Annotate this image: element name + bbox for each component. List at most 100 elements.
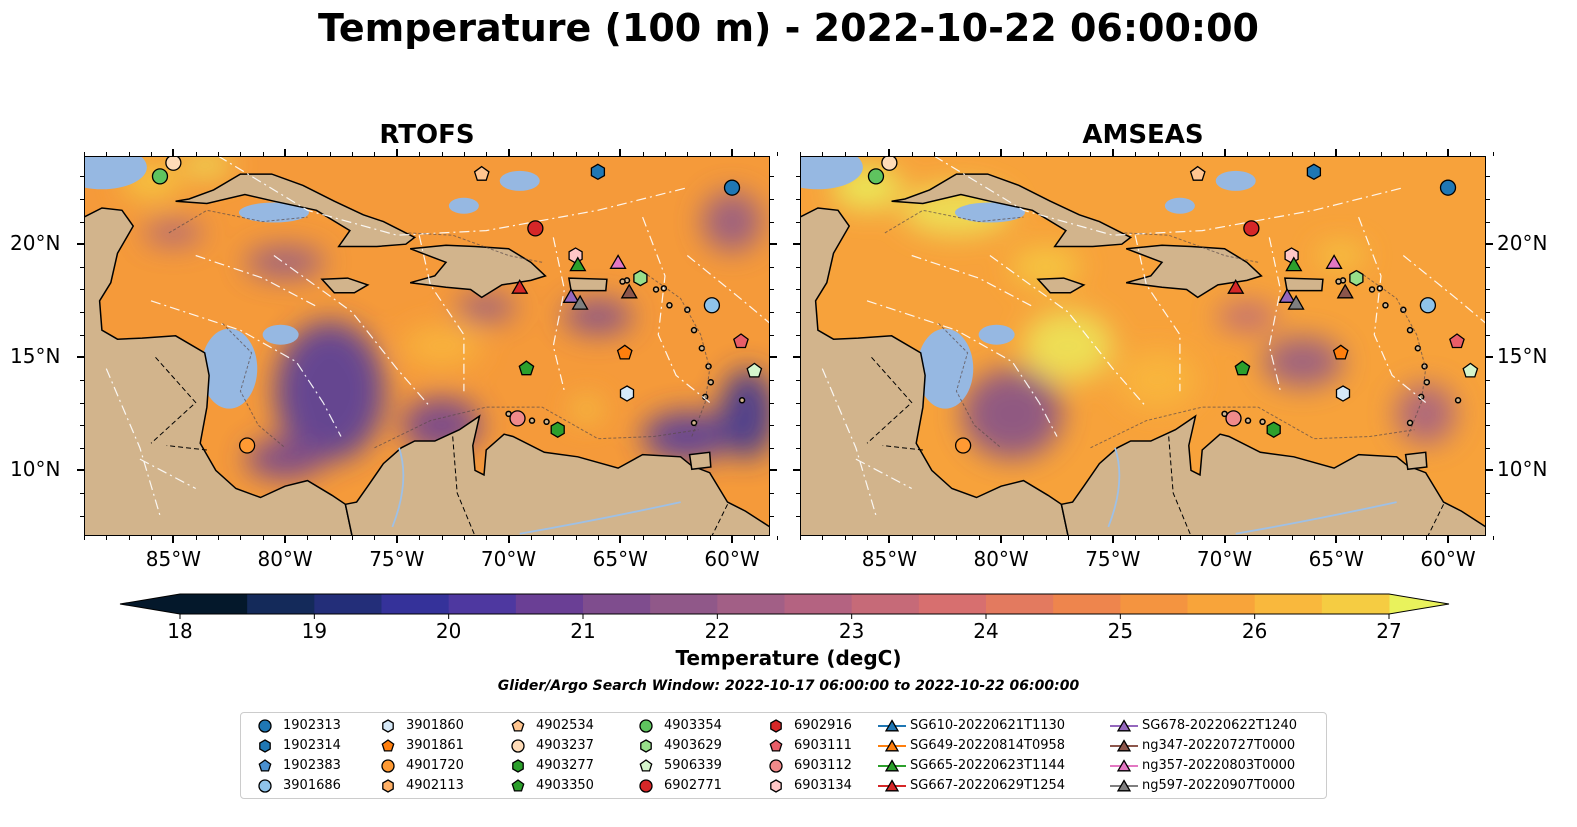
circle-marker-icon (769, 758, 783, 773)
map-panel-amseas[interactable] (800, 156, 1486, 540)
float-marker-4903629[interactable] (1349, 269, 1364, 287)
minor-tick (80, 402, 84, 404)
legend-item: ng597-20220907T0000 (1110, 776, 1295, 795)
float-marker-SG667-20220629T1254[interactable] (1227, 279, 1245, 294)
float-marker-ng357-20220803T0000[interactable] (609, 254, 627, 269)
isobath-1000 (884, 209, 1024, 234)
minor-tick (796, 312, 800, 314)
map-panel-rtofs[interactable] (84, 156, 770, 540)
float-marker-6903111[interactable] (733, 333, 749, 349)
float-marker-4903277[interactable] (550, 421, 565, 438)
legend-label: 4903277 (536, 758, 594, 773)
shelf-water (262, 324, 299, 345)
minor-tick (1486, 402, 1490, 404)
minor-tick (844, 152, 846, 156)
float-marker-4902534[interactable] (473, 165, 490, 181)
float-marker-3901686[interactable] (1419, 297, 1437, 314)
triangle-marker-icon (878, 778, 906, 791)
float-marker-4903277[interactable] (1266, 421, 1281, 438)
float-marker-SG678-20220622T1240[interactable] (562, 287, 580, 303)
minor-tick (84, 152, 85, 156)
float-marker-1902313[interactable] (1439, 179, 1457, 196)
float-marker-SG678-20220622T1240[interactable] (1278, 287, 1296, 303)
colorbar-segment (448, 594, 517, 614)
legend-label: SG678-20220622T1240 (1142, 718, 1298, 733)
pentagon-marker-icon (511, 718, 525, 732)
float-marker-3901861[interactable] (1332, 344, 1349, 360)
float-marker-3901686[interactable] (703, 297, 721, 314)
minor-tick (80, 379, 84, 381)
colorbar-tick-label: 25 (1107, 619, 1134, 643)
minor-tick (508, 536, 510, 540)
float-marker-4901720[interactable] (238, 437, 256, 454)
float-marker-4903350[interactable] (1234, 360, 1251, 376)
float-marker-ng597-20220907T0000[interactable] (571, 294, 589, 310)
float-marker-5906339[interactable] (746, 362, 763, 378)
minor-tick (80, 198, 84, 200)
float-marker-3901860[interactable] (619, 385, 635, 402)
float-marker-SG667-20220629T1254[interactable] (511, 279, 529, 294)
colorbar-segment (247, 594, 315, 614)
minor-tick (770, 198, 774, 200)
minor-tick (776, 536, 778, 540)
country-border (882, 445, 923, 451)
minor-tick (1486, 334, 1490, 336)
float-marker-SG665-20220623T1144[interactable] (569, 256, 587, 272)
minor-tick (1492, 152, 1494, 156)
minor-tick (307, 152, 309, 156)
float-marker-4901720[interactable] (954, 437, 972, 454)
float-marker-3901861[interactable] (616, 344, 633, 360)
float-marker-4902534[interactable] (1189, 165, 1206, 181)
minor-tick (80, 289, 84, 291)
float-marker-SG665-20220623T1144[interactable] (1285, 256, 1303, 272)
isobath-1000 (642, 270, 711, 437)
float-marker-3901860[interactable] (1335, 385, 1351, 402)
minor-tick (80, 357, 84, 359)
minor-tick (796, 493, 800, 495)
legend-item: 3901860 (374, 716, 464, 735)
float-marker-ng357-20220803T0000[interactable] (1325, 254, 1343, 269)
minor-tick (1486, 379, 1490, 381)
legend-label: 1902383 (283, 758, 341, 773)
minor-tick (1486, 176, 1490, 178)
float-marker-ng347-20220727T0000[interactable] (620, 283, 638, 299)
float-marker-1902314[interactable] (1306, 163, 1322, 181)
float-marker-1902313[interactable] (723, 179, 741, 196)
float-marker-1902314[interactable] (590, 163, 606, 181)
minor-tick (770, 447, 774, 449)
minor-tick (867, 536, 869, 540)
minor-tick (732, 152, 733, 156)
minor-tick (1425, 152, 1427, 156)
minor-tick (151, 536, 153, 540)
minor-tick (106, 536, 108, 540)
minor-tick (844, 536, 846, 540)
float-marker-6902771[interactable] (1243, 220, 1260, 237)
minor-tick (770, 425, 774, 427)
float-marker-6902771[interactable] (527, 220, 544, 237)
minor-tick (709, 536, 711, 540)
float-marker-5906339[interactable] (1462, 362, 1479, 378)
island (690, 326, 698, 334)
shelf-water (448, 197, 479, 214)
minor-tick (80, 266, 84, 268)
float-marker-6903112[interactable] (1225, 410, 1242, 427)
hexagon-marker-icon (770, 718, 782, 733)
float-marker-4903350[interactable] (518, 360, 535, 376)
warm-anomaly (1023, 311, 1114, 381)
colorbar-tick-label: 26 (1241, 619, 1268, 643)
minor-tick (1023, 152, 1025, 156)
float-marker-4903629[interactable] (633, 269, 648, 287)
float-marker-6903112[interactable] (509, 410, 526, 427)
float-marker-4903354[interactable] (151, 168, 169, 185)
float-marker-4903237[interactable] (881, 156, 898, 171)
float-marker-6903111[interactable] (1449, 333, 1465, 349)
circle-marker-icon (639, 718, 653, 733)
float-marker-4903354[interactable] (867, 168, 885, 185)
minor-tick (80, 221, 84, 223)
float-marker-ng597-20220907T0000[interactable] (1287, 294, 1305, 310)
float-marker-ng347-20220727T0000[interactable] (1336, 283, 1354, 299)
river (519, 501, 681, 535)
minor-tick (553, 152, 555, 156)
landmass-puertorico (568, 277, 608, 292)
float-marker-4903237[interactable] (165, 156, 182, 171)
